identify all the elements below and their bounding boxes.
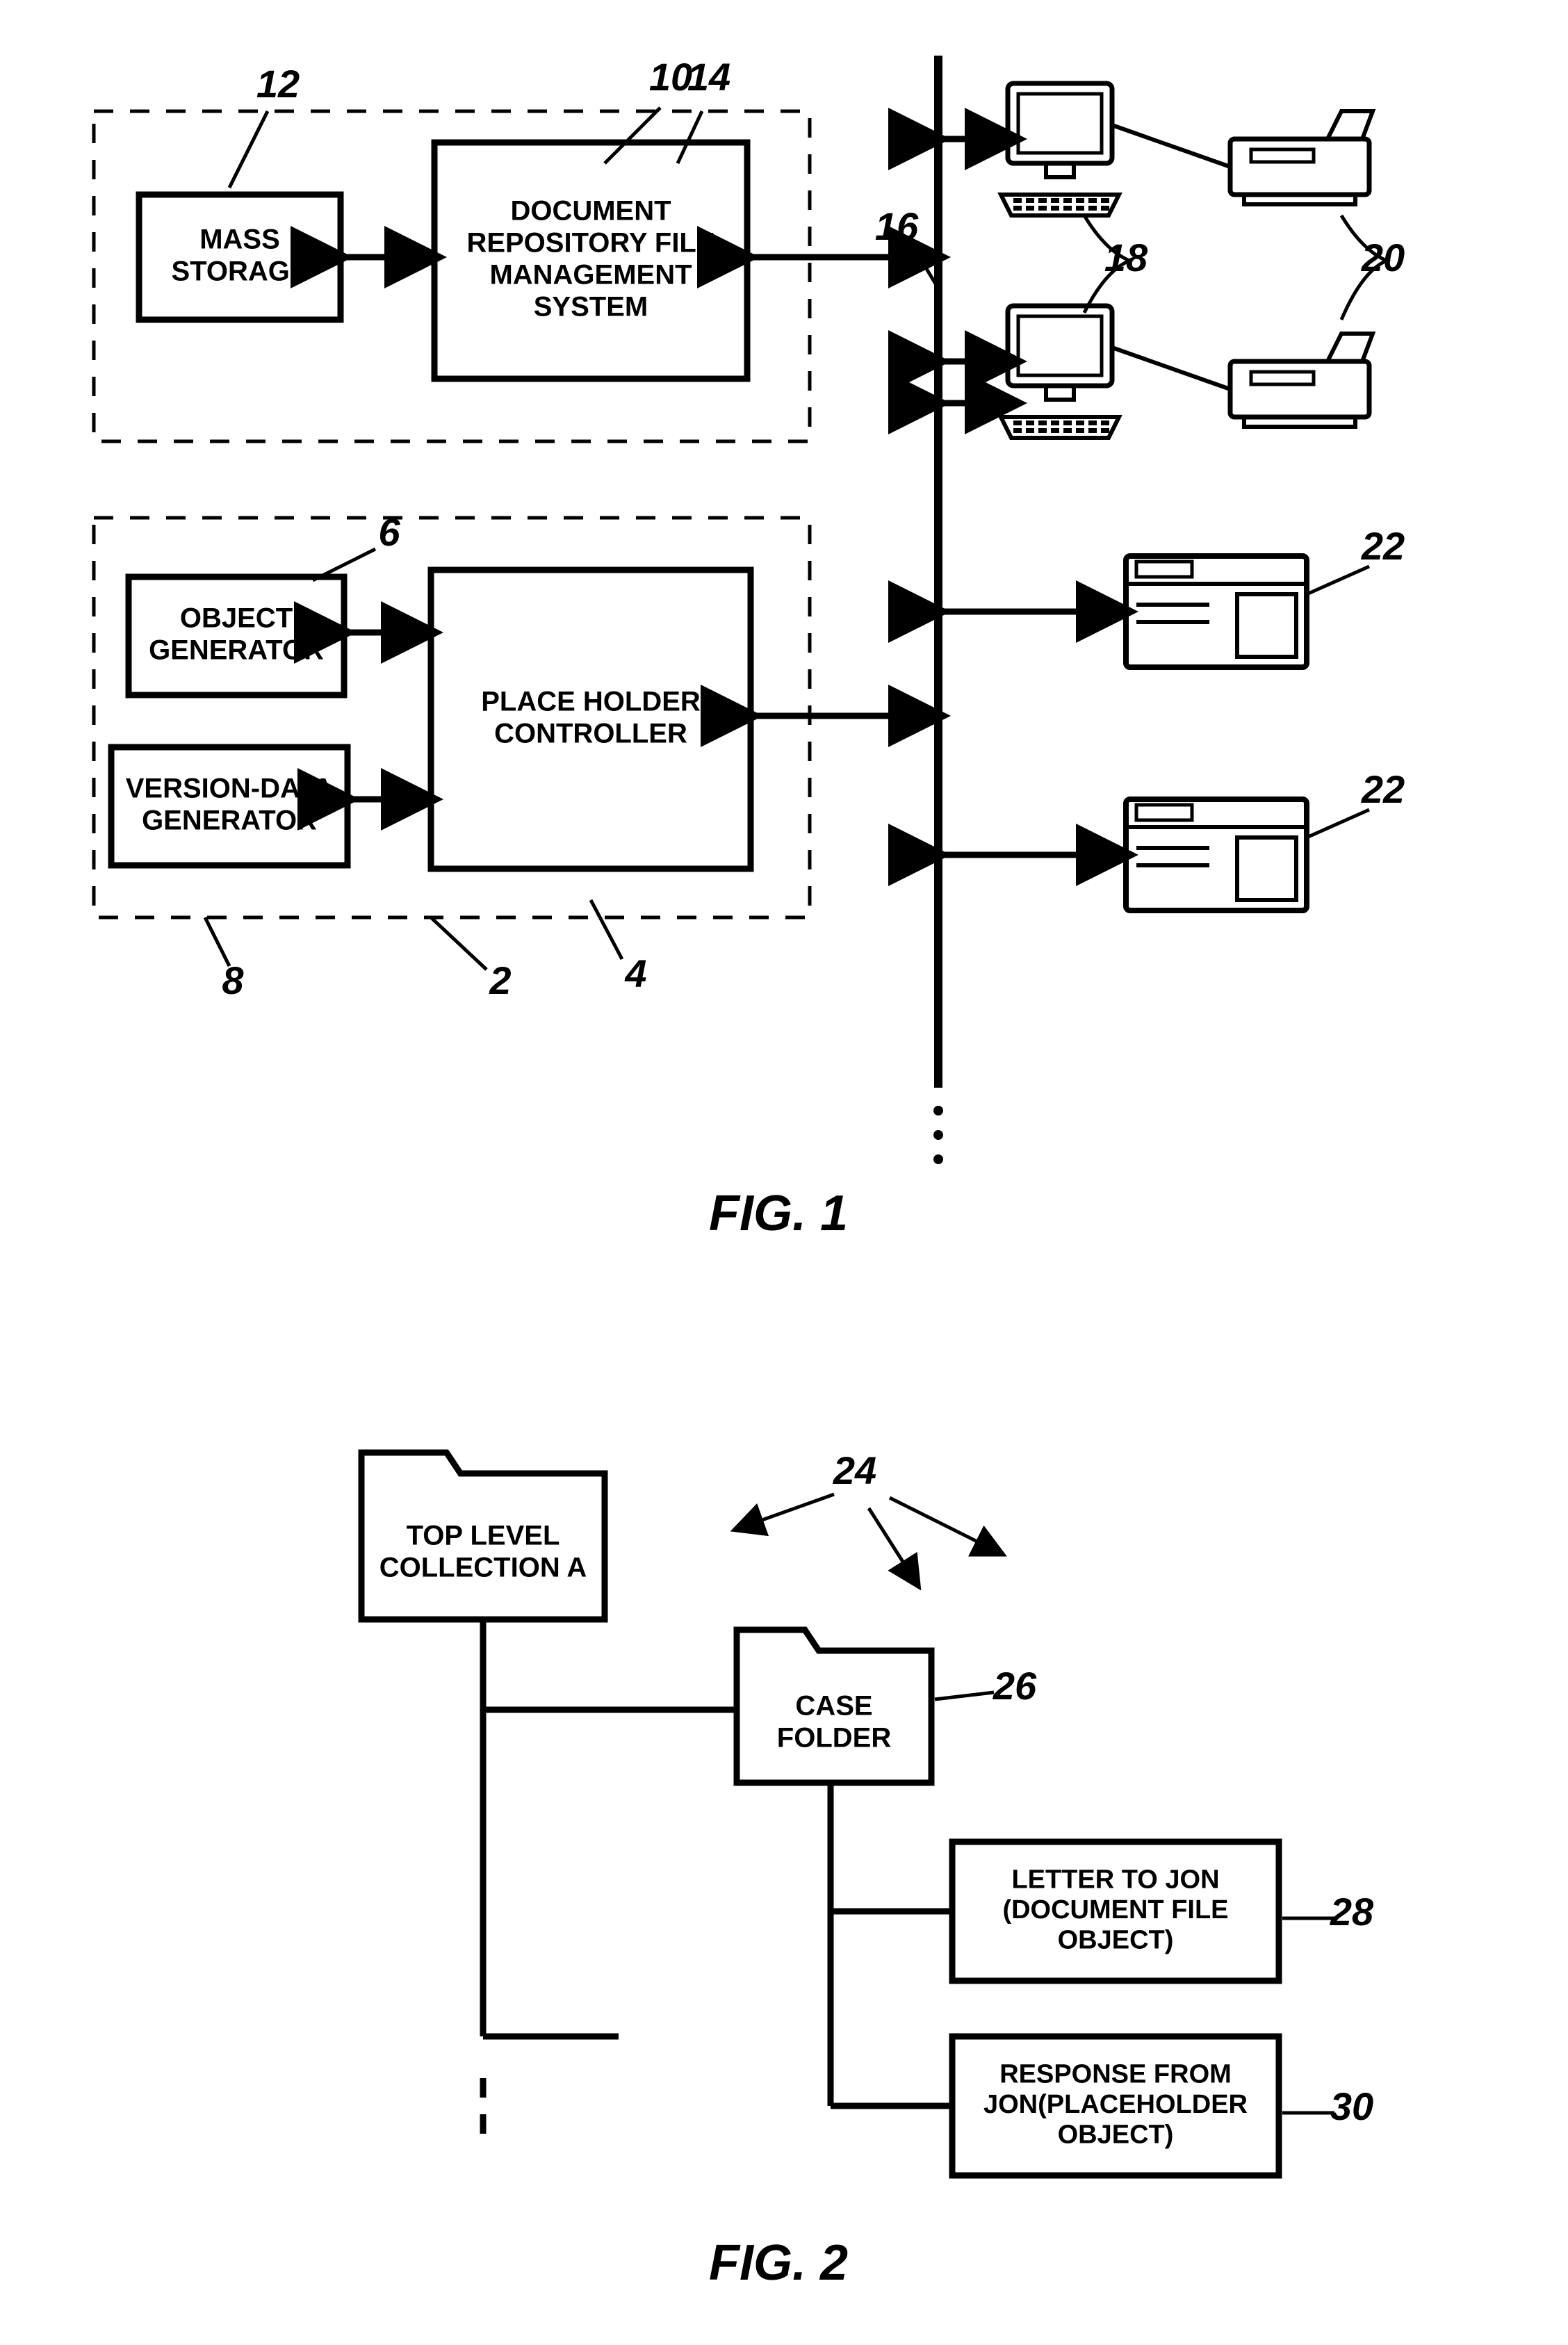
svg-text:STORAGE: STORAGE	[171, 256, 308, 287]
ref-12: 12	[256, 62, 300, 106]
svg-text:SYSTEM: SYSTEM	[534, 292, 648, 322]
svg-text:RESPONSE FROM: RESPONSE FROM	[999, 2059, 1232, 2089]
svg-text:GENERATOR: GENERATOR	[149, 635, 324, 666]
fig2-caption: FIG. 2	[709, 2235, 848, 2291]
ref-22b: 22	[1361, 767, 1405, 811]
svg-text:FOLDER: FOLDER	[777, 1723, 892, 1754]
mass-storage-box: MASSSTORAGE	[171, 224, 308, 287]
ref-14: 14	[687, 55, 730, 99]
ref-24: 24	[833, 1448, 876, 1492]
ref-2: 2	[489, 958, 511, 1002]
svg-text:(DOCUMENT FILE: (DOCUMENT FILE	[1002, 1895, 1228, 1925]
ref-10: 10	[649, 55, 692, 99]
svg-text:COLLECTION A: COLLECTION A	[379, 1553, 587, 1583]
letter-box: LETTER TO JON(DOCUMENT FILEOBJECT)	[1002, 1865, 1228, 1954]
ref-22a: 22	[1361, 524, 1405, 568]
version-data-generator-box: VERSION-DATAGENERATOR	[126, 774, 334, 836]
svg-text:OBJECT): OBJECT)	[1058, 2121, 1174, 2150]
svg-text:MANAGEMENT: MANAGEMENT	[489, 260, 692, 291]
copier-icon	[1126, 799, 1307, 910]
svg-text:PLACE HOLDER: PLACE HOLDER	[481, 687, 701, 717]
ref-6: 6	[378, 510, 400, 554]
svg-text:OBJECT): OBJECT)	[1058, 1926, 1174, 1955]
svg-text:GENERATOR: GENERATOR	[142, 806, 317, 836]
folder-case-label: CASEFOLDER	[777, 1691, 892, 1754]
svg-text:TOP LEVEL: TOP LEVEL	[407, 1521, 560, 1551]
place-holder-controller-box: PLACE HOLDERCONTROLLER	[481, 687, 701, 749]
svg-text:JON(PLACEHOLDER: JON(PLACEHOLDER	[983, 2090, 1248, 2119]
svg-text:VERSION-DATA: VERSION-DATA	[126, 774, 334, 804]
pc-icon	[1001, 83, 1119, 215]
ref-4: 4	[624, 951, 646, 995]
copier-icon	[1126, 556, 1307, 667]
folder-top-label: TOP LEVELCOLLECTION A	[379, 1521, 587, 1583]
ref-8: 8	[222, 958, 244, 1002]
svg-text:REPOSITORY FILE: REPOSITORY FILE	[466, 228, 714, 259]
svg-text:MASS: MASS	[199, 224, 280, 255]
ref-16: 16	[875, 204, 919, 248]
object-generator-box: OBJECTGENERATOR	[149, 603, 324, 666]
printer-icon	[1230, 111, 1373, 204]
svg-text:CONTROLLER: CONTROLLER	[494, 719, 687, 749]
pc-icon	[1001, 306, 1119, 438]
ref-26: 26	[993, 1664, 1037, 1708]
patent-figures: MASSSTORAGE DOCUMENTREPOSITORY FILEMANAGE…	[0, 0, 1568, 2345]
ref-30: 30	[1330, 2084, 1373, 2128]
svg-text:DOCUMENT: DOCUMENT	[510, 196, 671, 227]
response-box: RESPONSE FROMJON(PLACEHOLDEROBJECT)	[983, 2059, 1248, 2149]
svg-text:CASE: CASE	[795, 1691, 872, 1722]
fig1-caption: FIG. 1	[709, 1186, 848, 1241]
printer-icon	[1230, 334, 1373, 427]
doc-repo-box: DOCUMENTREPOSITORY FILEMANAGEMENTSYSTEM	[466, 196, 714, 322]
svg-text:LETTER TO JON: LETTER TO JON	[1011, 1865, 1219, 1894]
svg-text:OBJECT: OBJECT	[180, 603, 293, 634]
ref-28: 28	[1330, 1890, 1374, 1934]
